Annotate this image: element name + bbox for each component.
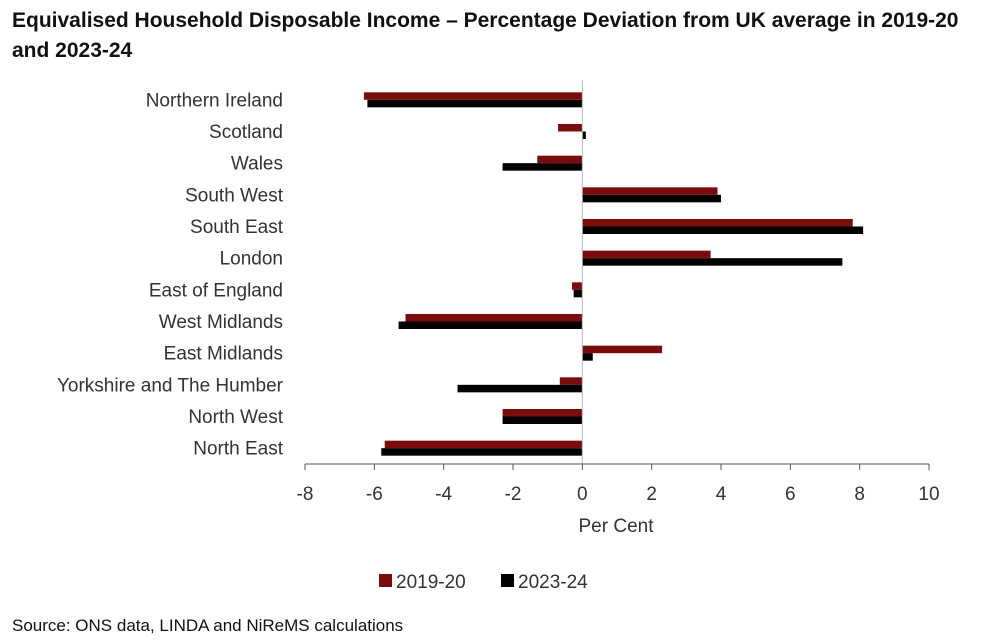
x-axis-title: Per Cent bbox=[579, 516, 655, 537]
x-tick-label-3: -2 bbox=[505, 484, 522, 505]
x-tick-label-9: 10 bbox=[918, 484, 939, 505]
bar-2019-20-yorkshire-and-the-humber bbox=[559, 377, 583, 385]
bar-2019-20-north-east bbox=[384, 440, 583, 449]
bar-2019-20-east-midlands bbox=[582, 345, 663, 354]
bar-2019-20-northern-ireland bbox=[363, 92, 583, 100]
category-label-wales: Wales bbox=[231, 154, 283, 175]
x-tick-label-4: 0 bbox=[577, 484, 588, 505]
x-tick-label-1: -6 bbox=[366, 484, 383, 505]
x-tick-label-7: 6 bbox=[785, 484, 796, 505]
bar-2023-24-wales bbox=[502, 163, 583, 171]
category-label-north-east: North East bbox=[193, 439, 283, 460]
bar-2019-20-north-west bbox=[502, 409, 583, 417]
bar-2019-20-south-east bbox=[582, 219, 853, 227]
category-label-northern-ireland: Northern Ireland bbox=[146, 90, 283, 111]
bar-2023-24-south-west bbox=[582, 194, 721, 203]
legend-label-2023-24: 2023-24 bbox=[518, 572, 588, 593]
bar-2023-24-east-of-england bbox=[573, 289, 583, 298]
category-label-south-west: South West bbox=[185, 185, 284, 206]
legend-label-2019-20: 2019-20 bbox=[396, 572, 466, 593]
bar-2023-24-west-midlands bbox=[398, 321, 583, 329]
category-label-east-midlands: East Midlands bbox=[164, 344, 283, 365]
legend-swatch-2019-20 bbox=[379, 574, 392, 587]
bar-2023-24-north-east bbox=[381, 448, 583, 456]
bar-2023-24-yorkshire-and-the-humber bbox=[457, 384, 583, 393]
category-label-london: London bbox=[220, 249, 283, 270]
x-tick-label-5: 2 bbox=[646, 484, 657, 505]
category-label-north-west: North West bbox=[188, 407, 283, 428]
bar-2019-20-london bbox=[582, 250, 711, 259]
x-tick-label-6: 4 bbox=[716, 484, 727, 505]
bar-2023-24-london bbox=[582, 258, 843, 266]
x-tick-label-8: 8 bbox=[854, 484, 865, 505]
chart-title: Equivalised Household Disposable Income … bbox=[12, 9, 959, 62]
bar-2019-20-east-of-england bbox=[571, 282, 583, 290]
bar-2023-24-south-east bbox=[582, 226, 864, 234]
bar-2019-20-wales bbox=[537, 155, 583, 164]
bar-2023-24-northern-ireland bbox=[367, 99, 583, 108]
category-label-south-east: South East bbox=[190, 217, 284, 238]
legend-swatch-2023-24 bbox=[501, 574, 514, 587]
bar-2019-20-west-midlands bbox=[405, 314, 583, 322]
bar-2019-20-scotland bbox=[558, 124, 583, 132]
category-label-yorkshire-and-the-humber: Yorkshire and The Humber bbox=[57, 375, 284, 396]
bar-2023-24-east-midlands bbox=[582, 353, 593, 361]
bar-2019-20-south-west bbox=[582, 187, 718, 195]
x-tick-label-0: -8 bbox=[297, 484, 314, 505]
bar-2023-24-north-west bbox=[502, 416, 583, 424]
x-tick-label-2: -4 bbox=[435, 484, 452, 505]
category-label-west-midlands: West Midlands bbox=[159, 312, 283, 333]
bar-2023-24-scotland bbox=[582, 131, 586, 139]
category-label-scotland: Scotland bbox=[209, 122, 283, 143]
category-label-east-of-england: East of England bbox=[149, 280, 283, 301]
source-note: Source: ONS data, LINDA and NiReMS calcu… bbox=[12, 616, 404, 635]
